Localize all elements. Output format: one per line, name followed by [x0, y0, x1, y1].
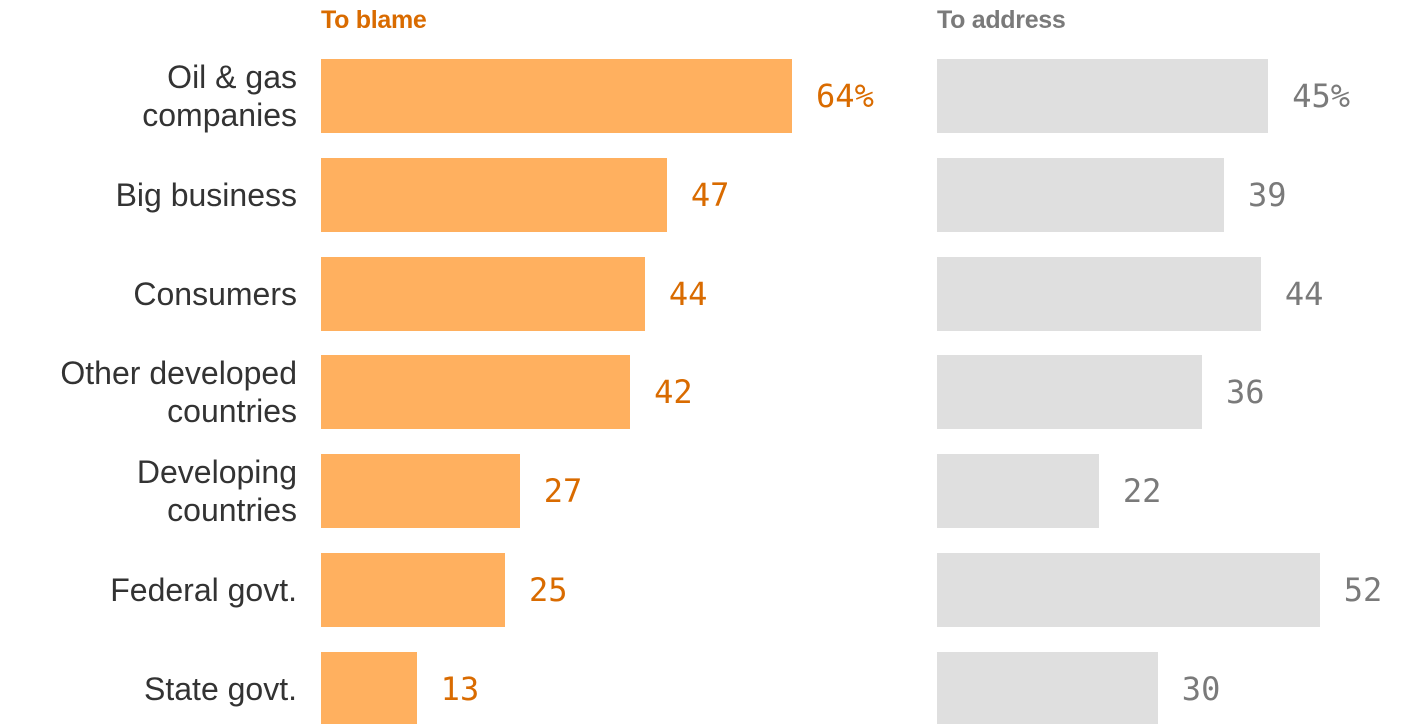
category-label: Oil & gas companies [142, 59, 297, 133]
value-label-to-address: 45% [1292, 77, 1350, 115]
panel-title-to-blame: To blame [321, 6, 427, 34]
bar-to-blame [321, 553, 505, 627]
bar-to-blame [321, 651, 417, 724]
bar-to-address [937, 59, 1269, 133]
bar-to-blame [321, 355, 631, 430]
category-label: State govt. [144, 670, 297, 707]
category-label: Consumers [133, 275, 297, 312]
category-label: Big business [115, 176, 297, 213]
bar-to-address [937, 553, 1320, 627]
value-label-to-address: 39 [1248, 175, 1287, 214]
value-label-to-address: 30 [1181, 669, 1221, 708]
value-label-to-blame: 42 [654, 373, 693, 412]
value-label-to-address: 44 [1284, 274, 1324, 313]
bar-to-blame [321, 256, 645, 331]
value-label-to-blame: 47 [690, 175, 730, 214]
category-label: Other developed countries [60, 355, 297, 430]
category-label: Federal govt. [110, 572, 297, 608]
value-label-to-blame: 27 [543, 472, 583, 511]
value-label-to-address: 22 [1122, 472, 1162, 511]
panel-title-to-address: To address [937, 6, 1066, 34]
bar-to-blame [321, 59, 793, 133]
bar-to-address [937, 256, 1261, 331]
value-label-to-blame: 13 [440, 669, 480, 708]
bar-to-address [937, 454, 1099, 529]
value-label-to-address: 36 [1225, 373, 1265, 412]
category-label: Developing countries [136, 454, 297, 529]
bar-to-address [937, 355, 1202, 430]
bar-to-address [937, 157, 1225, 232]
bar-to-blame [321, 454, 520, 529]
value-label-to-blame: 25 [529, 571, 568, 609]
value-label-to-blame: 44 [668, 274, 708, 313]
value-label-to-address: 52 [1343, 571, 1383, 609]
bar-to-address [937, 651, 1158, 724]
value-label-to-blame: 64% [816, 77, 874, 115]
bar-to-blame [321, 157, 667, 232]
